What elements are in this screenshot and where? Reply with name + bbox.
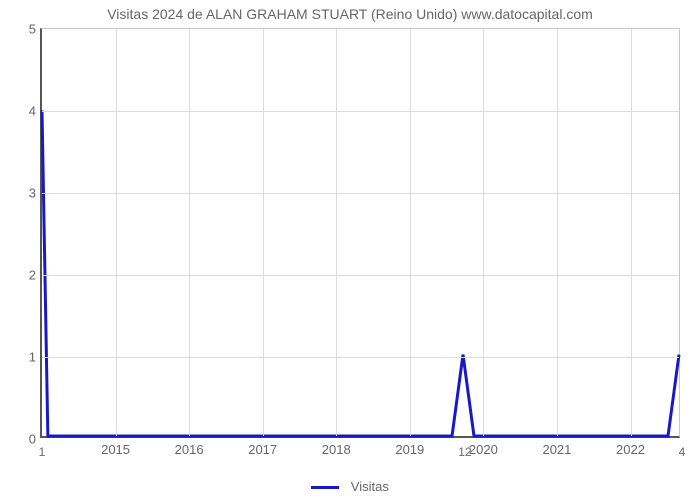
- plot-area: 0123452015201620172018201920202021202211…: [40, 28, 680, 438]
- grid-line-v: [483, 29, 484, 436]
- y-tick-label: 4: [29, 104, 36, 119]
- y-tick-label: 2: [29, 268, 36, 283]
- x-tick-label: 2016: [175, 442, 204, 457]
- grid-line-v: [336, 29, 337, 436]
- y-tick-label: 3: [29, 186, 36, 201]
- point-label: 12: [458, 445, 471, 459]
- x-tick-label: 2018: [322, 442, 351, 457]
- grid-line-h: [42, 111, 679, 112]
- legend-swatch: [311, 486, 339, 489]
- grid-line-v: [189, 29, 190, 436]
- grid-line-v: [263, 29, 264, 436]
- legend: Visitas: [0, 479, 700, 494]
- point-label: 4: [679, 445, 686, 459]
- y-tick-label: 0: [29, 432, 36, 447]
- point-label: 1: [39, 445, 46, 459]
- x-tick-label: 2017: [248, 442, 277, 457]
- grid-line-h: [42, 193, 679, 194]
- line-series: [42, 29, 679, 436]
- grid-line-v: [410, 29, 411, 436]
- x-tick-label: 2015: [101, 442, 130, 457]
- chart-title: Visitas 2024 de ALAN GRAHAM STUART (Rein…: [0, 6, 700, 22]
- x-tick-label: 2022: [616, 442, 645, 457]
- grid-line-h: [42, 275, 679, 276]
- chart-container: Visitas 2024 de ALAN GRAHAM STUART (Rein…: [0, 0, 700, 500]
- series-line: [42, 110, 679, 436]
- grid-line-h: [42, 357, 679, 358]
- x-tick-label: 2019: [395, 442, 424, 457]
- x-tick-label: 2020: [469, 442, 498, 457]
- grid-line-v: [557, 29, 558, 436]
- grid-line-v: [116, 29, 117, 436]
- x-tick-label: 2021: [542, 442, 571, 457]
- legend-label: Visitas: [351, 479, 389, 494]
- y-tick-label: 5: [29, 22, 36, 37]
- grid-line-v: [631, 29, 632, 436]
- y-tick-label: 1: [29, 350, 36, 365]
